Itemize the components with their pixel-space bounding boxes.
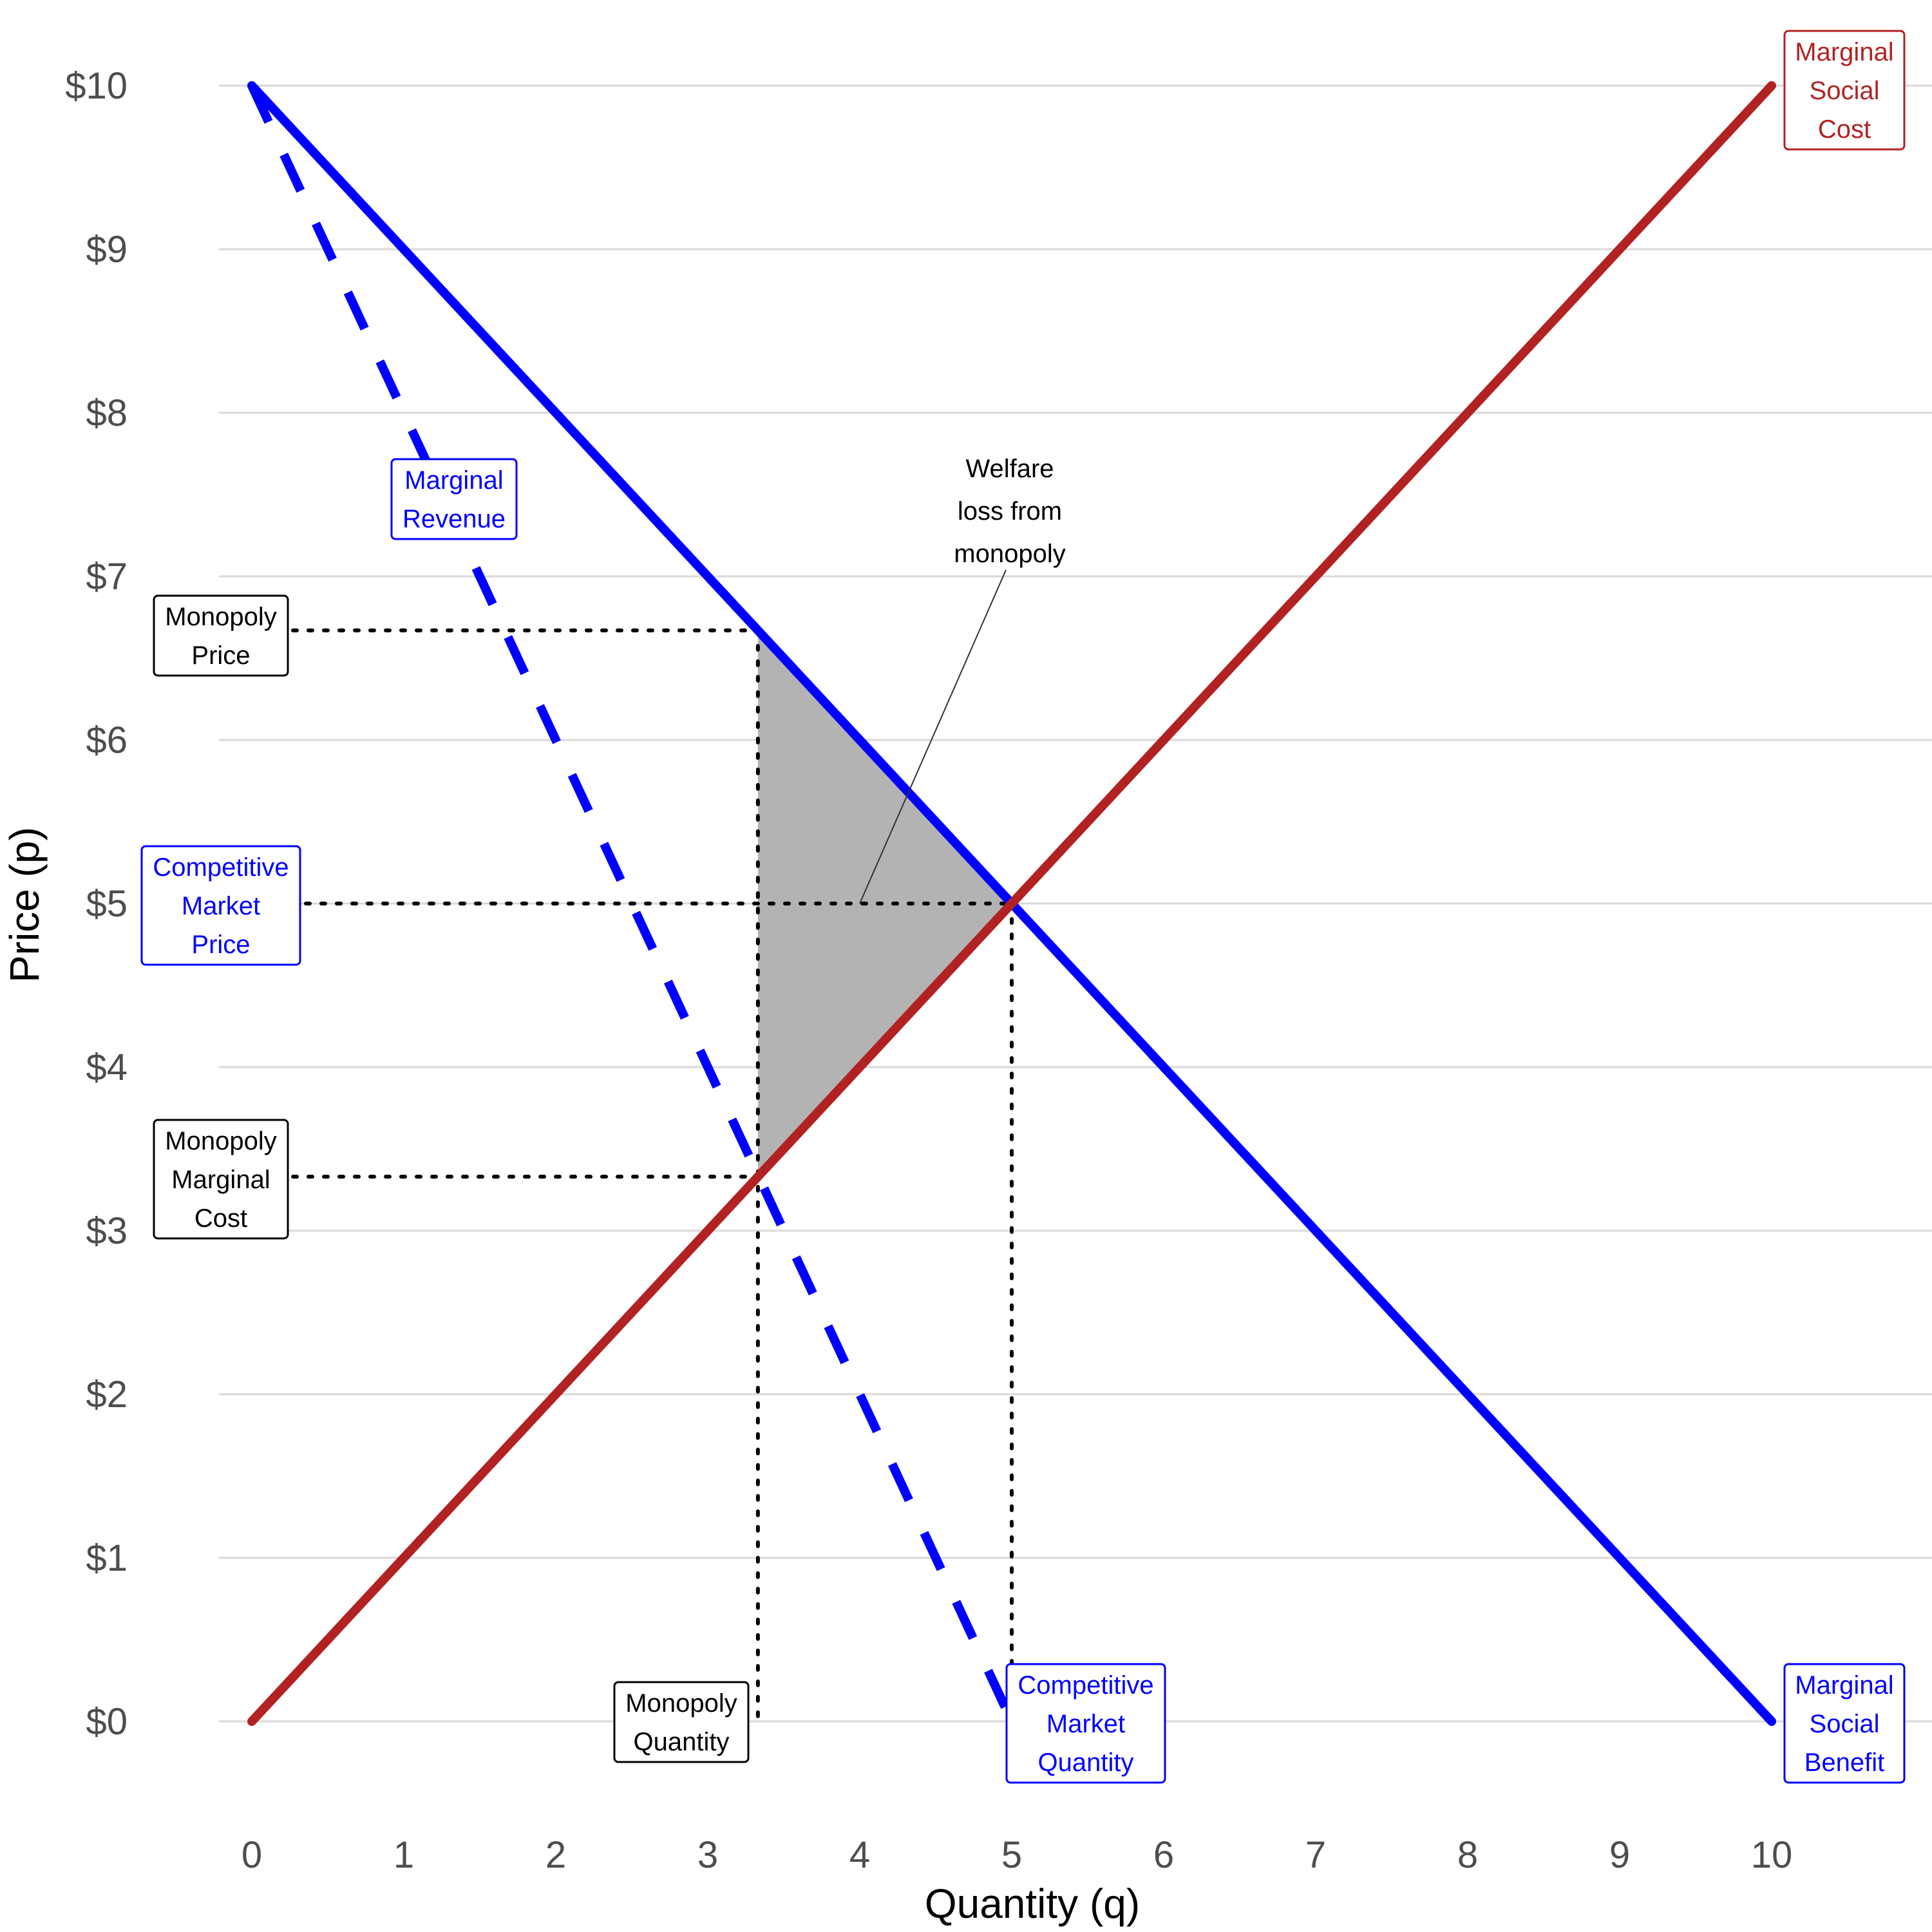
marginal-social-cost-label: Marginal Social Cost (1783, 30, 1906, 151)
marginal-social-benefit-label-box (1783, 1663, 1906, 1784)
marginal-social-cost-label-box (1783, 30, 1906, 151)
marginal-social-benefit-label-text: Benefit (1804, 1748, 1885, 1777)
marginal-social-cost-label-text: Cost (1818, 115, 1871, 144)
y-tick-label: $0 (86, 1701, 128, 1743)
x-tick-label: 2 (545, 1834, 566, 1876)
monopoly-price-label-box (153, 594, 289, 677)
marginal-social-benefit-label-text: Marginal (1795, 1671, 1893, 1700)
welfare-loss-label-text: monopoly (954, 540, 1065, 568)
competitive-market-quantity-label-text: Competitive (1018, 1671, 1153, 1700)
monopoly-quantity-label-text: Monopoly (625, 1689, 737, 1718)
competitive-market-price-label: Competitive Market Price (140, 845, 301, 966)
y-tick-label: $6 (86, 719, 128, 761)
monopoly-quantity-label-text: Quantity (634, 1728, 730, 1756)
marginal-social-cost-label-text: Marginal (1795, 38, 1893, 66)
monopoly-marginal-cost-label: Monopoly Marginal Cost (153, 1119, 289, 1240)
x-tick-label: 4 (849, 1834, 870, 1876)
y-axis-title: Price (p) (1, 827, 48, 983)
welfare-loss-label-text: Welfare (965, 455, 1054, 483)
monopoly-quantity-label: Monopoly Quantity (613, 1681, 750, 1763)
monopoly-price-label-text: Monopoly (165, 603, 276, 631)
y-tick-labels: $0 $1 $2 $3 $4 $5 $6 $7 $8 $9 $10 (65, 65, 128, 1743)
marginal-social-cost-label-text: Social (1810, 77, 1880, 105)
competitive-market-price-label-text: Market (182, 892, 260, 920)
y-tick-label: $2 (86, 1374, 128, 1416)
marginal-revenue-label-text: Revenue (402, 505, 506, 533)
x-axis-title: Quantity (q) (925, 1880, 1140, 1927)
competitive-market-price-label-text: Price (191, 931, 250, 959)
x-tick-label: 7 (1305, 1834, 1326, 1876)
welfare-loss-region (757, 630, 1012, 1177)
x-tick-label: 0 (242, 1834, 262, 1876)
monopoly-marginal-cost-label-box (153, 1119, 289, 1240)
welfare-loss-region-group (757, 630, 1012, 1177)
gridlines (219, 84, 1932, 1723)
competitive-market-price-label-text: Competitive (153, 853, 289, 882)
annotations: MarginalSocialCostMarginalSocialBenefitM… (140, 30, 1906, 1784)
x-tick-labels: 0 1 2 3 4 5 6 7 8 9 10 (242, 1834, 1792, 1876)
monopoly-price-label-text: Price (191, 641, 250, 670)
welfare-loss-leader (859, 569, 1007, 904)
series-lines (247, 81, 1776, 1726)
marginal-revenue-label: Marginal Revenue (390, 458, 518, 540)
x-tick-label: 6 (1153, 1834, 1174, 1876)
competitive-market-quantity-label-box (1005, 1663, 1166, 1784)
welfare-loss-label: Welfare loss from monopoly (954, 455, 1065, 568)
x-tick-label: 9 (1609, 1834, 1630, 1876)
x-tick-label: 8 (1457, 1834, 1478, 1876)
marginal-social-benefit-label: Marginal Social Benefit (1783, 1663, 1906, 1784)
y-tick-label: $3 (86, 1210, 128, 1252)
monopoly-quantity-label-box (613, 1681, 750, 1763)
marginal-revenue-label-text: Marginal (404, 466, 503, 495)
y-tick-label: $10 (65, 65, 128, 107)
x-tick-label: 5 (1001, 1834, 1022, 1876)
monopoly-marginal-cost-label-text: Cost (194, 1204, 247, 1233)
y-tick-label: $9 (86, 229, 128, 270)
y-tick-label: $4 (86, 1046, 128, 1088)
x-tick-label: 1 (393, 1834, 414, 1876)
competitive-market-quantity-label-text: Quantity (1038, 1748, 1134, 1777)
y-tick-label: $8 (86, 392, 128, 434)
y-tick-label: $1 (86, 1537, 128, 1579)
competitive-market-quantity-label-text: Market (1046, 1710, 1125, 1738)
welfare-loss-label-text: loss from (958, 497, 1062, 526)
competitive-market-price-label-box (140, 845, 301, 966)
y-tick-label: $7 (86, 556, 128, 598)
competitive-market-quantity-label: Competitive Market Quantity (1005, 1663, 1166, 1784)
monopoly-price-label: Monopoly Price (153, 594, 289, 677)
marginal-social-benefit-label-text: Social (1810, 1710, 1880, 1738)
marginal-revenue-label-box (390, 458, 518, 540)
x-tick-label: 10 (1751, 1834, 1793, 1876)
y-tick-label: $5 (86, 883, 128, 925)
monopoly-marginal-cost-label-text: Monopoly (165, 1127, 276, 1155)
marginal-social-cost-line (247, 81, 1776, 1726)
x-tick-label: 3 (697, 1834, 718, 1876)
monopoly-marginal-cost-label-text: Marginal (171, 1166, 270, 1194)
